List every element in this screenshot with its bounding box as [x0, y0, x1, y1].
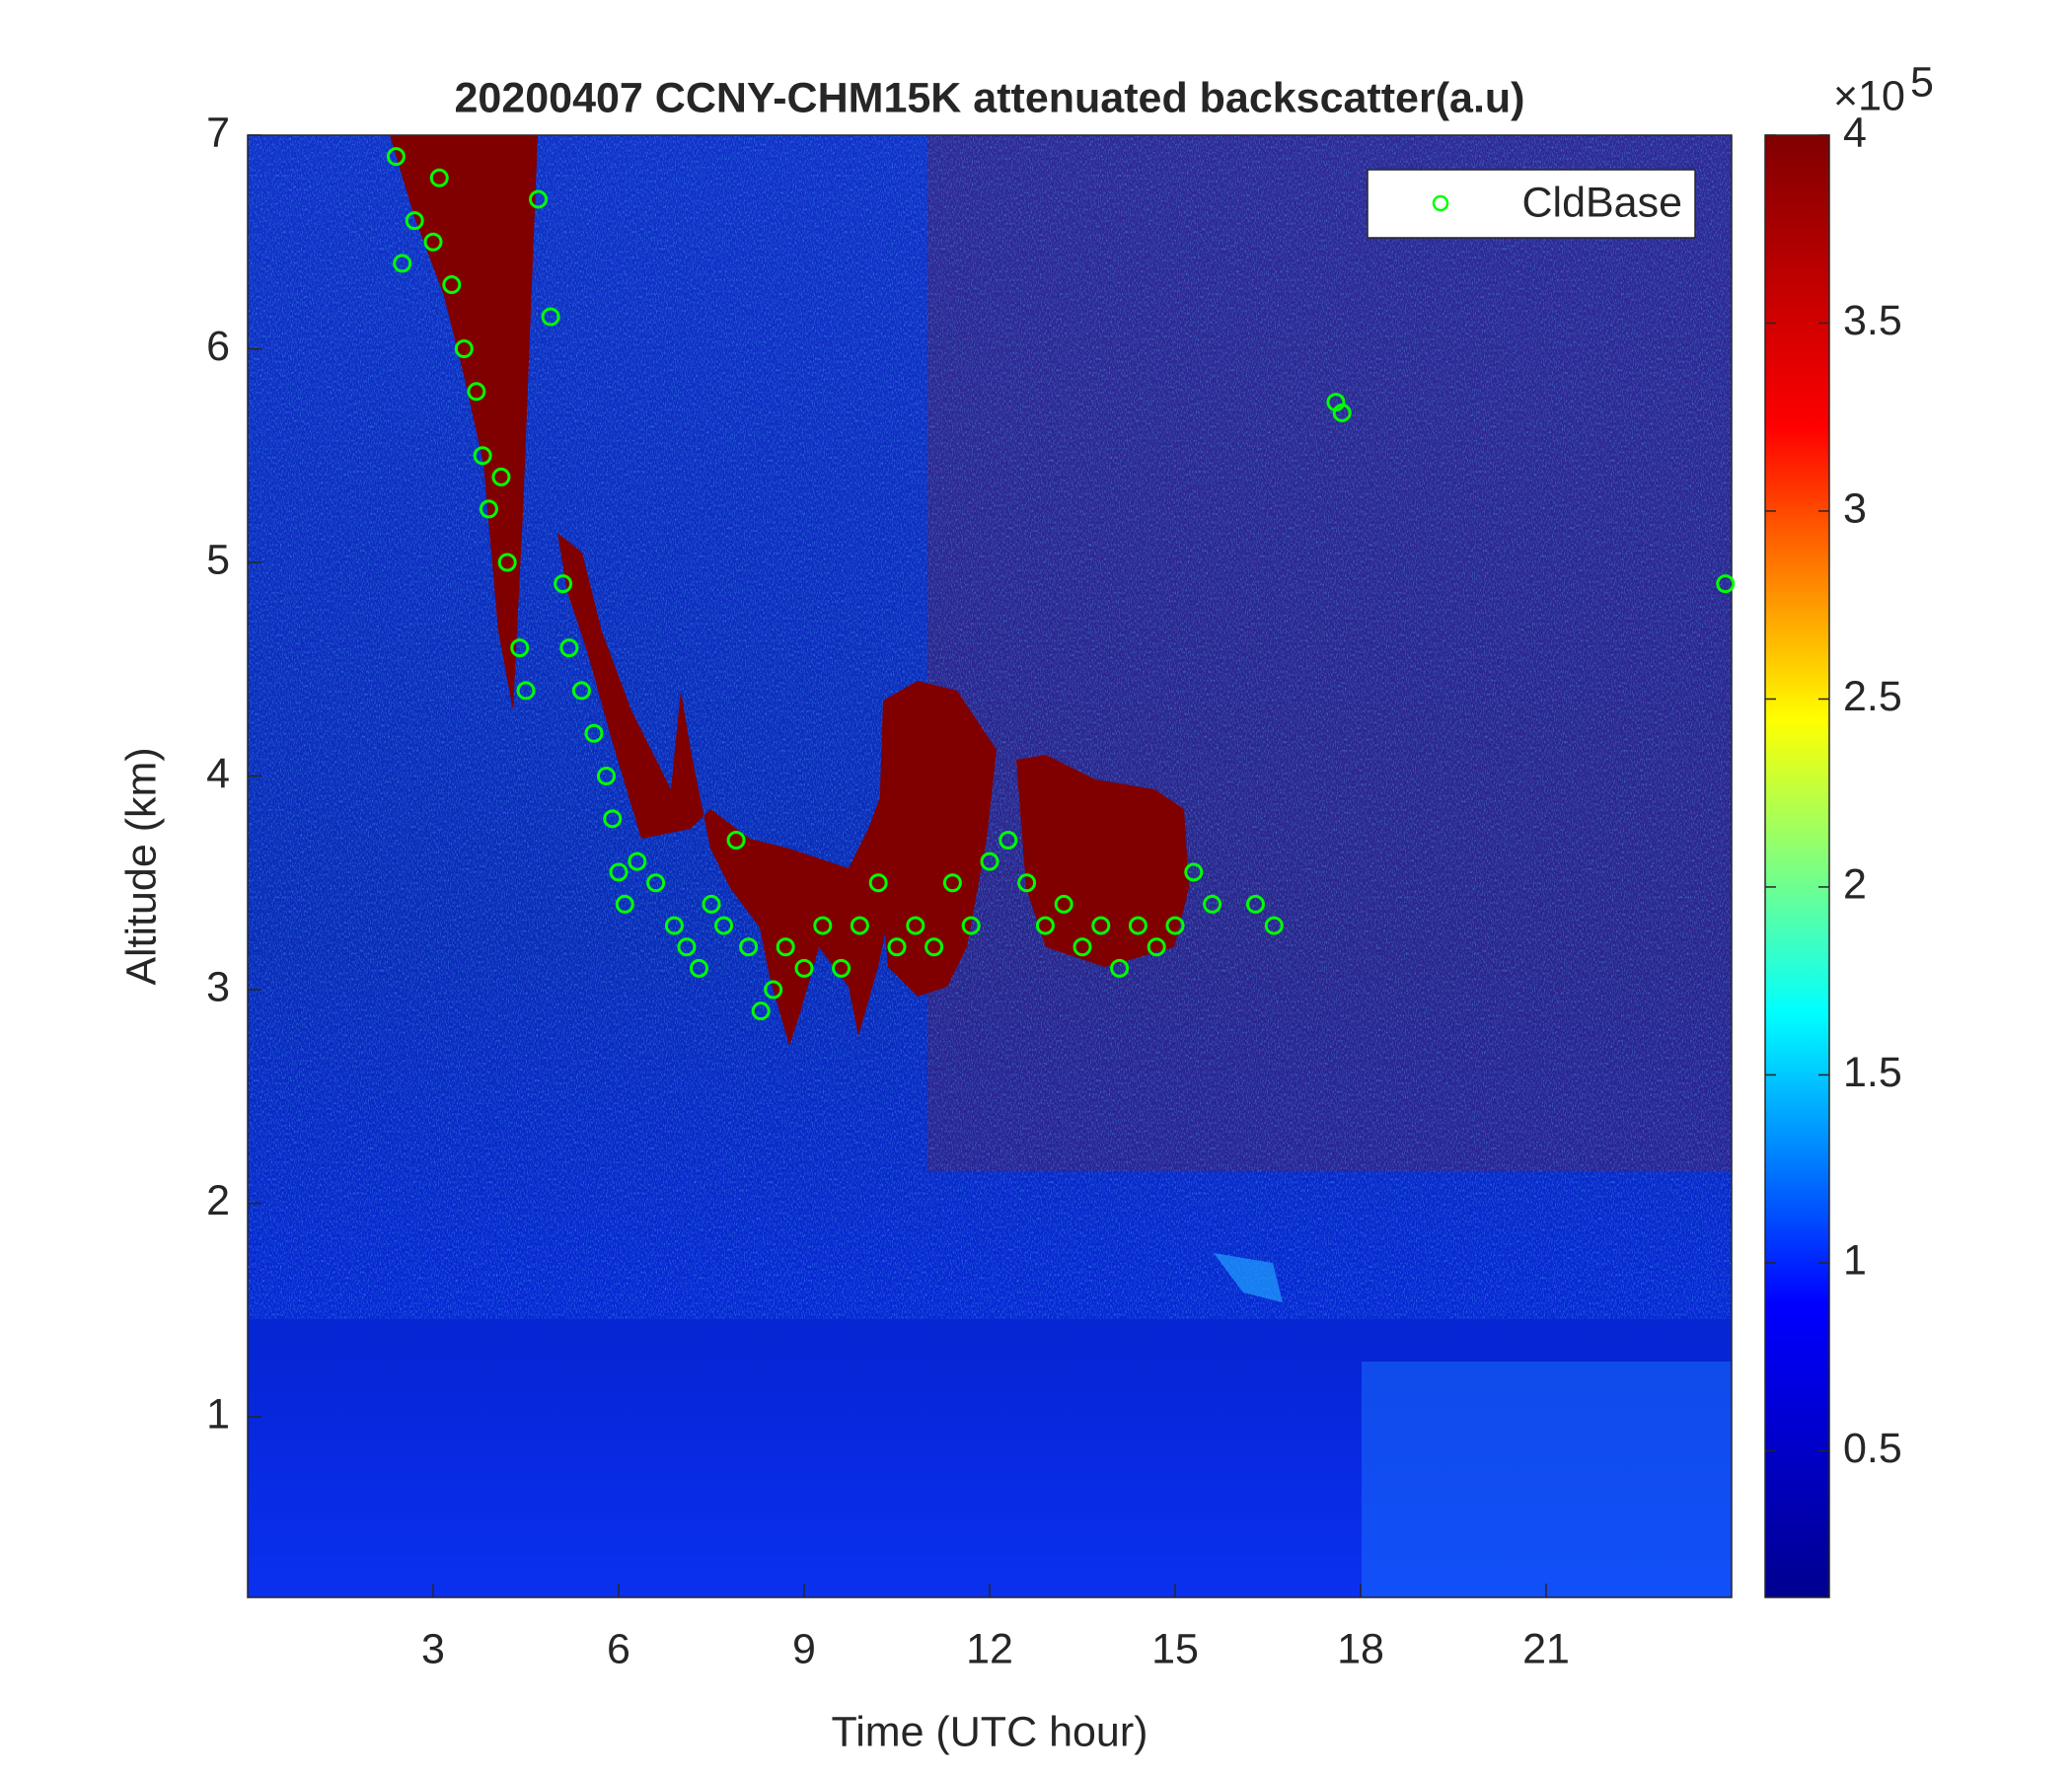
cloud-base-point [479, 499, 498, 519]
cloud-base-point [628, 851, 647, 871]
cloud-base-point [868, 873, 888, 893]
chart-title: 20200407 CCNY-CHM15K attenuated backscat… [455, 74, 1525, 121]
cloud-base-point [541, 307, 560, 327]
colorbar-tick-label: 3.5 [1843, 297, 1902, 344]
y-tick-label: 7 [206, 109, 230, 156]
cloud-base-point [609, 862, 629, 882]
cloud-base-point [1073, 937, 1092, 957]
cloud-base-point [1035, 916, 1055, 935]
cloud-base-point [739, 937, 759, 957]
x-tick-label: 12 [966, 1625, 1013, 1672]
legend [1367, 169, 1696, 239]
cloud-base-point [1091, 916, 1111, 935]
cloud-base-point [961, 916, 981, 935]
legend-marker [1432, 194, 1449, 212]
cloud-base-point [664, 916, 684, 935]
cloud-base-point [1203, 894, 1222, 914]
cloud-base-point [491, 467, 511, 486]
colorbar-tick-label: 1.5 [1843, 1049, 1902, 1096]
cloud-base-point [980, 851, 999, 871]
cloud-base-point [1017, 873, 1037, 893]
cloud-base-point [423, 232, 443, 252]
cloud-base-point [473, 446, 492, 466]
x-axis-label: Time (UTC hour) [832, 1708, 1148, 1755]
cloud-base-point [405, 211, 424, 231]
cloud-base-point [603, 809, 623, 829]
y-tick-label: 3 [206, 963, 230, 1010]
legend-label: CldBase [1521, 179, 1682, 226]
y-axis-label: Altitude (km) [117, 747, 165, 985]
cloud-base-point [467, 382, 486, 402]
cloud-base-point [554, 574, 573, 594]
cloud-base-point [1165, 916, 1185, 935]
colorbar-tick-label: 2.5 [1843, 673, 1902, 720]
cloud-base-point [764, 980, 783, 999]
cloud-base-point [1264, 916, 1284, 935]
cloud-base-point [386, 147, 406, 167]
cloud-base-point [429, 168, 449, 187]
cloud-base-point [454, 339, 474, 359]
cloud-base-point [529, 189, 549, 209]
cloud-base-point [925, 937, 944, 957]
cloud-base-point [596, 767, 616, 786]
cloud-base-point [850, 916, 869, 935]
colorbar-exponent: 5 [1910, 58, 1934, 106]
cloud-base-point [1128, 916, 1147, 935]
y-tick-label: 6 [206, 323, 230, 370]
cloud-base-point [615, 894, 634, 914]
cloud-base-point [832, 958, 851, 978]
cloud-base-point [442, 275, 462, 295]
colorbar-tick-label: 1 [1843, 1236, 1867, 1284]
colorbar-tick-label: 3 [1843, 484, 1867, 532]
cloud-base-point [646, 873, 666, 893]
cloud-base-point [1332, 403, 1352, 422]
backscatter-image [248, 135, 1732, 1597]
cloud-base-point [999, 830, 1018, 850]
x-tick-label: 21 [1522, 1625, 1570, 1672]
cloud-base-point [1716, 574, 1736, 594]
cloud-base-point [497, 553, 517, 572]
y-tick-label: 5 [206, 536, 230, 583]
x-tick-label: 6 [607, 1625, 630, 1672]
x-tick-label: 9 [792, 1625, 816, 1672]
cloud-base-point [1245, 894, 1265, 914]
cloud-base-point [887, 937, 907, 957]
x-tick-label: 15 [1151, 1625, 1199, 1672]
cloud-base-point [942, 873, 962, 893]
cloud-base-point [813, 916, 833, 935]
cloud-base-point [689, 958, 708, 978]
colorbar-tick-label: 2 [1843, 860, 1867, 908]
cloud-base-point [702, 894, 721, 914]
y-tick-label: 2 [206, 1177, 230, 1224]
cloud-base-point [751, 1001, 771, 1021]
y-tick-label: 1 [206, 1390, 230, 1438]
cloud-base-point [677, 937, 697, 957]
cloud-base-point [510, 638, 530, 658]
cloud-base-point [1147, 937, 1166, 957]
cloud-base-point [1110, 958, 1130, 978]
cloud-base-point [726, 830, 746, 850]
y-tick-label: 4 [206, 750, 230, 797]
cloud-base-point [516, 681, 536, 701]
cloud-base-point [714, 916, 734, 935]
cloud-base-point [794, 958, 814, 978]
cloud-base-point [571, 681, 591, 701]
cloud-base-point [1054, 894, 1073, 914]
cloud-base-point [1184, 862, 1204, 882]
cloud-base-point [559, 638, 579, 658]
colorbar-tick-label: 4 [1843, 109, 1867, 156]
cloud-base-point [776, 937, 795, 957]
cloud-base-point [393, 254, 412, 273]
cloud-base-point [906, 916, 925, 935]
colorbar-multiplier: ×10 [1833, 72, 1905, 119]
cloud-base-point [584, 723, 604, 743]
colorbar [1764, 134, 1830, 1598]
colorbar-tick-label: 0.5 [1843, 1425, 1902, 1472]
x-tick-label: 3 [421, 1625, 445, 1672]
x-tick-label: 18 [1337, 1625, 1384, 1672]
